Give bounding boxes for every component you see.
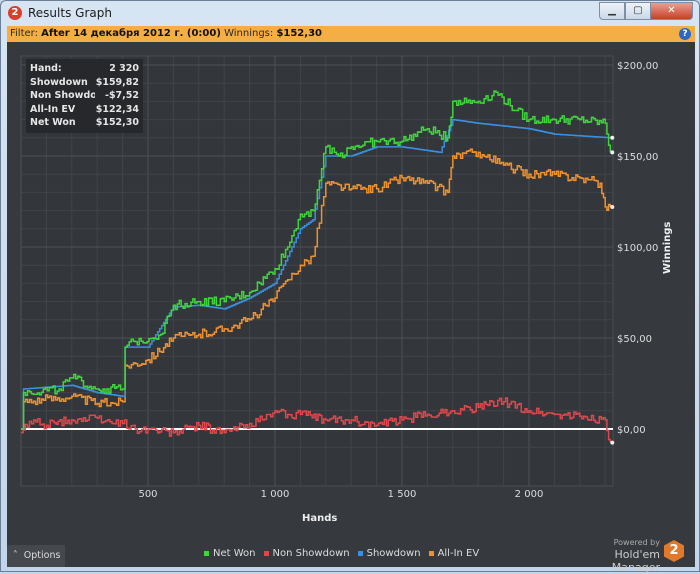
info-label: Non Showdown [30, 90, 95, 101]
x-tick-label: 2 000 [515, 489, 544, 500]
legend-swatch [357, 551, 363, 556]
series-line-showdown [21, 118, 612, 430]
winnings-value: $152,30 [276, 28, 322, 39]
info-label: Hand: [30, 63, 62, 74]
powered-by: Powered by [613, 538, 660, 547]
minimize-button[interactable]: ▁ [599, 2, 625, 20]
series-end-marker [610, 204, 615, 209]
series-end-marker [610, 440, 615, 445]
window-title: Results Graph [28, 6, 112, 20]
y-axis-label: Winnings [662, 221, 673, 274]
info-row: Showdown $159,82 [30, 76, 139, 90]
info-value: -$7,52 [105, 90, 139, 101]
legend-label: All-In EV [437, 548, 480, 559]
filter-bar: Filter: After 14 декабря 2012 г. (0:00) … [7, 26, 695, 42]
graph-content: 500 1 000 1 500 2 000 $0,00 $50,00 $100,00 $150… [7, 26, 695, 574]
info-value: 2 320 [109, 63, 139, 74]
legend-item[interactable]: Net Won [204, 548, 256, 559]
info-row: Hand: 2 320 [30, 62, 139, 76]
series-end-marker [610, 135, 615, 140]
legend-label: Non Showdown [272, 548, 350, 559]
options-label: Options [23, 550, 61, 561]
legend-swatch [428, 551, 434, 556]
legend-item[interactable]: Non Showdown [263, 548, 350, 559]
info-row: Net Won $152,30 [30, 116, 139, 130]
series-line-net-won [21, 90, 612, 430]
legend-item[interactable]: Showdown [357, 548, 421, 559]
y-tick-label: $200,00 [617, 61, 658, 72]
legend-swatch [204, 551, 209, 556]
options-button[interactable]: ˄ Options [7, 545, 65, 567]
info-label: Net Won [30, 117, 76, 128]
info-row: All-In EV $122,34 [30, 103, 139, 117]
info-label: All-In EV [30, 103, 76, 115]
filter-label: Filter: [10, 28, 38, 39]
info-value: $159,82 [95, 76, 139, 88]
series-line-all-in-ev [21, 148, 612, 430]
x-axis-label: Hands [302, 513, 338, 524]
x-tick-label: 500 [138, 489, 157, 500]
brand-name: Hold'em Manager [611, 548, 660, 574]
legend-item[interactable]: All-In EV [428, 548, 480, 559]
results-chart: 500 1 000 1 500 2 000 $0,00 $50,00 $100,00 $150… [20, 55, 658, 500]
info-value: $122,34 [95, 103, 139, 115]
help-icon[interactable]: ? [679, 28, 691, 40]
close-button[interactable]: ✕ [650, 2, 693, 20]
y-tick-label: $0,00 [617, 425, 646, 436]
app-icon: 2 [8, 6, 22, 20]
y-tick-label: $150,00 [617, 152, 658, 163]
brand-logo: 2 [664, 540, 684, 562]
title-bar[interactable]: 2 Results Graph ▁ ▢ ✕ [1, 1, 699, 26]
legend: Net Won Non Showdown Showdown All-In EV [204, 548, 479, 559]
series-end-marker [610, 150, 615, 155]
legend-label: Showdown [366, 548, 421, 559]
series-line-non-showdown [21, 397, 612, 443]
winnings-label: Winnings: [224, 28, 274, 39]
y-tick-label: $50,00 [617, 334, 652, 345]
info-row: Non Showdown -$7,52 [30, 89, 139, 103]
info-value: $152,30 [95, 117, 139, 128]
maximize-button[interactable]: ▢ [625, 2, 651, 20]
y-tick-label: $100,00 [617, 243, 658, 254]
chevron-up-icon: ˄ [13, 550, 18, 561]
info-label: Showdown [30, 76, 88, 88]
x-tick-label: 1 000 [261, 489, 290, 500]
filter-value: After 14 декабря 2012 г. (0:00) [41, 28, 221, 39]
legend-swatch [263, 551, 269, 556]
legend-label: Net Won [213, 548, 256, 559]
x-tick-label: 1 500 [388, 489, 417, 500]
